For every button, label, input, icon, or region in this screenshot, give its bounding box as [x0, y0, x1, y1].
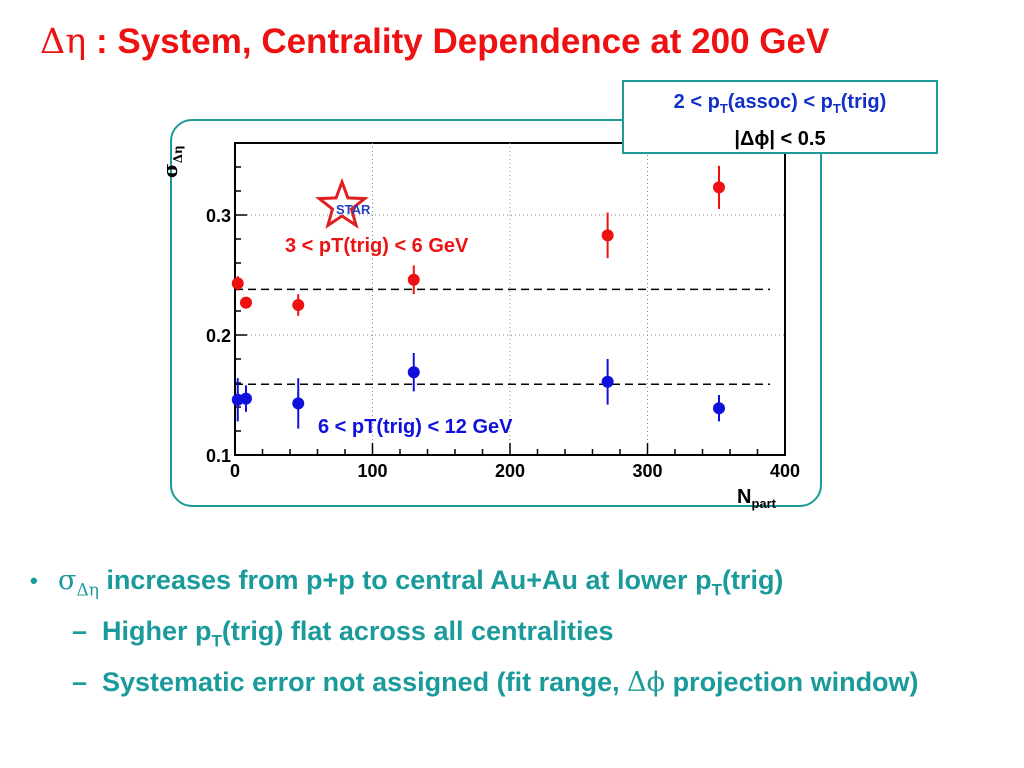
- y-tick-label: 0.1: [206, 446, 231, 466]
- y-axis-label: σΔη: [158, 145, 185, 178]
- y-tick-label: 0.3: [206, 206, 231, 226]
- data-point: [407, 273, 420, 286]
- x-tick-label: 0: [230, 461, 240, 481]
- data-point: [713, 181, 725, 194]
- y-tick-label: 0.2: [206, 326, 231, 346]
- data-point: [601, 375, 614, 388]
- x-tick-label: 100: [357, 461, 387, 481]
- selection-box: 2 < pT(assoc) < pT(trig) |Δϕ| < 0.5: [622, 80, 938, 154]
- data-point: [407, 366, 420, 379]
- bullet-dot: •: [30, 568, 38, 593]
- bullet-2a: – Higher pT(trig) flat across all centra…: [30, 613, 1000, 659]
- star-logo-icon: STAR: [315, 177, 371, 229]
- data-point: [231, 277, 244, 290]
- bullet-2b: – Systematic error not assigned (fit ran…: [30, 664, 1000, 701]
- star-logo-text: STAR: [336, 202, 371, 217]
- bullet-dash: –: [72, 616, 88, 647]
- x-axis-label: Npart: [737, 486, 777, 511]
- slide-title: Δη : System, Centrality Dependence at 20…: [40, 22, 1000, 62]
- data-point: [601, 229, 614, 242]
- title-symbol: Δη: [40, 22, 87, 62]
- data-point: [292, 397, 305, 410]
- selection-line-2: |Δϕ| < 0.5: [734, 128, 826, 150]
- bullet-list: • σΔη increases from p+p to central Au+A…: [30, 562, 1000, 701]
- series-label-0: 3 < pT(trig) < 6 GeV: [285, 235, 469, 257]
- series-label-1: 6 < pT(trig) < 12 GeV: [318, 416, 513, 438]
- data-point: [713, 402, 725, 415]
- data-point: [292, 299, 305, 311]
- x-tick-label: 400: [770, 461, 800, 481]
- data-point: [240, 392, 252, 405]
- title-text: : System, Centrality Dependence at 200 G…: [86, 22, 830, 61]
- x-tick-label: 200: [495, 461, 525, 481]
- bullet-1: • σΔη increases from p+p to central Au+A…: [30, 562, 1000, 609]
- bullet-dash: –: [72, 666, 88, 697]
- selection-line-1: 2 < pT(assoc) < pT(trig): [673, 91, 887, 116]
- data-point: [240, 296, 252, 309]
- x-tick-label: 300: [632, 461, 662, 481]
